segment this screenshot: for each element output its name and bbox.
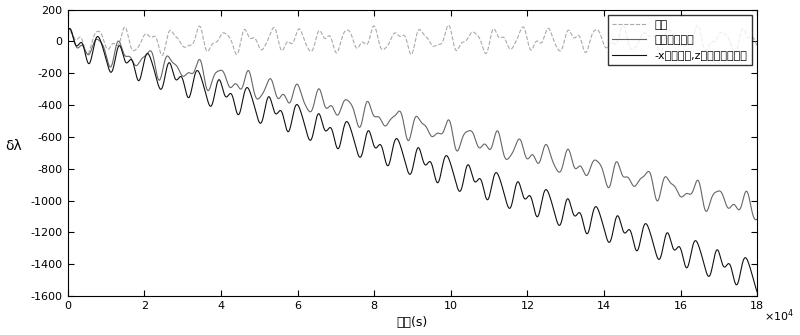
捷联	[313, 32, 322, 36]
双轴连续旋转	[65, 26, 74, 30]
双轴连续旋转	[574, 164, 584, 168]
捷联	[62, 36, 72, 40]
-x正反连续,z双位置正反转停	[313, 113, 322, 117]
双轴连续旋转	[751, 218, 761, 222]
Legend: 捷联, 双轴连续旋转, -x正反连续,z双位置正反转停: 捷联, 双轴连续旋转, -x正反连续,z双位置正反转停	[608, 15, 752, 65]
Y-axis label: δλ: δλ	[6, 139, 22, 153]
捷联	[574, 34, 584, 38]
双轴连续旋转	[313, 89, 322, 93]
捷联	[611, 42, 621, 46]
-x正反连续,z双位置正反转停	[574, 211, 584, 215]
Line: -x正反连续,z双位置正反转停: -x正反连续,z双位置正反转停	[67, 28, 758, 292]
-x正反连续,z双位置正反转停	[501, 198, 510, 202]
-x正反连续,z双位置正反转停	[65, 26, 74, 30]
捷联	[693, 23, 702, 27]
双轴连续旋转	[753, 217, 762, 221]
-x正反连续,z双位置正反转停	[471, 180, 481, 184]
X-axis label: 时间(s): 时间(s)	[397, 317, 428, 329]
-x正反连续,z双位置正反转停	[611, 216, 621, 220]
捷联	[753, 45, 762, 49]
捷联	[501, 39, 510, 43]
双轴连续旋转	[471, 139, 481, 143]
双轴连续旋转	[611, 160, 621, 164]
捷联	[98, 34, 107, 38]
-x正反连续,z双位置正反转停	[98, 44, 107, 48]
-x正反连续,z双位置正反转停	[753, 290, 762, 294]
双轴连续旋转	[501, 157, 510, 161]
捷联	[471, 32, 481, 36]
Line: 双轴连续旋转: 双轴连续旋转	[67, 28, 758, 220]
Text: $\times 10^4$: $\times 10^4$	[764, 308, 794, 324]
双轴连续旋转	[98, 42, 107, 46]
Line: 捷联: 捷联	[67, 25, 758, 55]
双轴连续旋转	[62, 30, 72, 35]
-x正反连续,z双位置正反转停	[62, 30, 72, 34]
捷联	[158, 53, 167, 57]
